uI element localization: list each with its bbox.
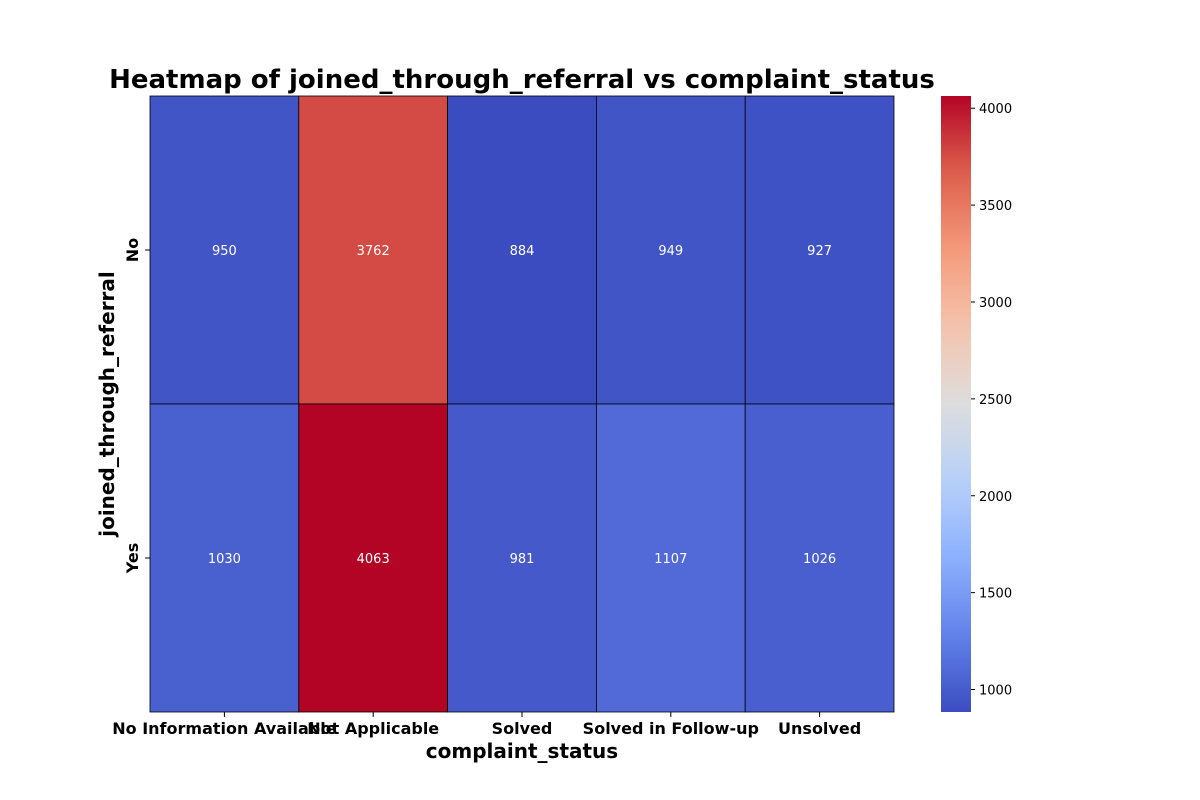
cell-value-label: 981: [510, 552, 535, 567]
cell-value-label: 927: [807, 244, 832, 259]
y-axis-label: joined_through_referral: [95, 271, 119, 538]
x-tick-label: Unsolved: [778, 719, 861, 738]
colorbar-ticks: 1000 1500 2000 2500 3000 3500 4000: [971, 102, 1012, 699]
cell-value-label: 3762: [357, 244, 390, 259]
x-tick-label: Solved: [492, 719, 553, 738]
heatmap-cell: [149, 95, 300, 405]
colorbar-tick-label: 2000: [979, 490, 1012, 505]
x-tick-label: Solved in Follow-up: [583, 719, 759, 738]
x-tick-label: No Information Available: [112, 719, 336, 738]
cell-value-label: 1026: [803, 552, 836, 567]
heatmap-cell: [596, 95, 746, 405]
heatmap-cell: [298, 403, 448, 713]
chart-title: Heatmap of joined_through_referral vs co…: [109, 65, 935, 95]
cell-value-label: 949: [658, 244, 683, 259]
heatmap-cell: [298, 95, 448, 405]
colorbar-tick-label: 2500: [979, 393, 1012, 408]
colorbar-tick-label: 3000: [979, 296, 1012, 311]
y-tick-label: Yes: [123, 543, 142, 575]
heatmap-cell: [744, 403, 895, 713]
cell-value-label: 884: [510, 244, 535, 259]
x-tick-label: Not Applicable: [307, 719, 439, 738]
colorbar-tick-label: 4000: [979, 102, 1012, 117]
cell-value-label: 1030: [208, 552, 241, 567]
cell-value-label: 4063: [357, 552, 390, 567]
cell-value-label: 1107: [654, 552, 687, 567]
heatmap-cell: [447, 95, 597, 405]
y-tick-labels: No Yes: [123, 238, 150, 574]
colorbar-tick-label: 1500: [979, 587, 1012, 602]
y-tick-label: No: [123, 238, 142, 262]
colorbar: [941, 96, 971, 712]
colorbar-tick-label: 3500: [979, 199, 1012, 214]
colorbar-tick-label: 1000: [979, 684, 1012, 699]
heatmap-cells: 950 3762 884 949 927 1030 4063 981 1107 1026: [149, 95, 895, 713]
heatmap-cell: [149, 403, 300, 713]
heatmap-cell: [447, 403, 597, 713]
cell-value-label: 950: [212, 244, 237, 259]
heatmap-cell: [744, 95, 895, 405]
x-axis-label: complaint_status: [426, 739, 618, 763]
